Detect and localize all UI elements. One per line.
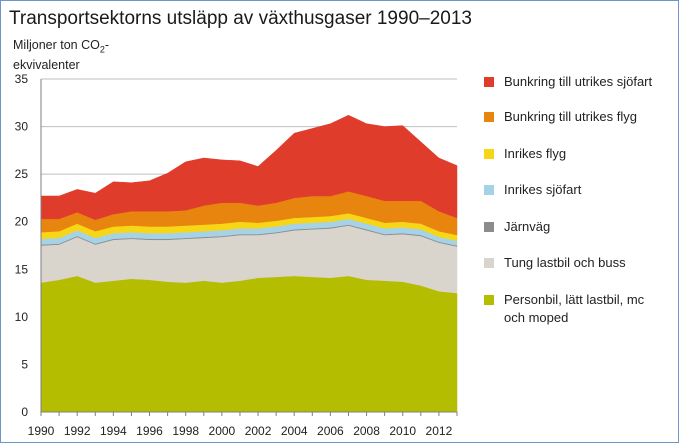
y-tick-label: 0 bbox=[21, 405, 28, 419]
chart-title: Transportsektorns utsläpp av växthusgase… bbox=[9, 8, 472, 29]
x-tick-label: 2010 bbox=[389, 424, 416, 438]
x-tick-label: 1990 bbox=[28, 424, 55, 438]
x-tick-label: 1996 bbox=[136, 424, 163, 438]
legend-label-0: och moped bbox=[504, 310, 568, 325]
x-tick-label: 1992 bbox=[64, 424, 91, 438]
legend-label-1: Tung lastbil och buss bbox=[504, 255, 626, 270]
legend-swatch-4 bbox=[484, 149, 494, 159]
x-tick-label: 2004 bbox=[281, 424, 308, 438]
y-tick-label: 10 bbox=[15, 310, 29, 324]
legend-swatch-3 bbox=[484, 185, 494, 195]
y-tick-label: 30 bbox=[15, 120, 29, 134]
y-axis-label-subscript: 2 bbox=[99, 44, 105, 55]
legend-label-5: Bunkring till utrikes flyg bbox=[504, 109, 637, 124]
y-tick-label: 5 bbox=[21, 357, 28, 371]
x-tick-label: 2008 bbox=[353, 424, 380, 438]
area-series-6 bbox=[40, 114, 458, 221]
x-tick-label: 2002 bbox=[245, 424, 272, 438]
x-tick-label: 1994 bbox=[100, 424, 127, 438]
y-axis-label-line2: ekvivalenter bbox=[13, 57, 80, 72]
x-tick-label: 1998 bbox=[172, 424, 199, 438]
area-series-0 bbox=[40, 275, 458, 413]
legend-label-3: Inrikes sjöfart bbox=[504, 182, 582, 197]
x-tick-label: 2000 bbox=[209, 424, 236, 438]
legend-swatch-5 bbox=[484, 112, 494, 122]
legend-label-6: Bunkring till utrikes sjöfart bbox=[504, 74, 652, 89]
legend-swatch-0 bbox=[484, 295, 494, 305]
y-axis-label: Miljoner ton CO2- ekvivalenter bbox=[13, 38, 109, 73]
y-axis-label-suffix: - bbox=[104, 38, 110, 52]
legend-label-4: Inrikes flyg bbox=[504, 146, 566, 161]
legend-swatch-6 bbox=[484, 77, 494, 87]
y-tick-label: 25 bbox=[15, 167, 29, 181]
legend-swatch-1 bbox=[484, 258, 494, 268]
legend-swatch-2 bbox=[484, 222, 494, 232]
y-tick-label: 35 bbox=[15, 72, 29, 86]
y-axis-label-line1: Miljoner ton CO bbox=[13, 38, 100, 52]
legend-label-0: Personbil, lätt lastbil, mc bbox=[504, 292, 645, 307]
x-tick-label: 2012 bbox=[426, 424, 453, 438]
y-tick-label: 20 bbox=[15, 215, 29, 229]
x-tick-label: 2006 bbox=[317, 424, 344, 438]
y-tick-label: 15 bbox=[15, 262, 29, 276]
legend-label-2: Järnväg bbox=[504, 219, 550, 234]
